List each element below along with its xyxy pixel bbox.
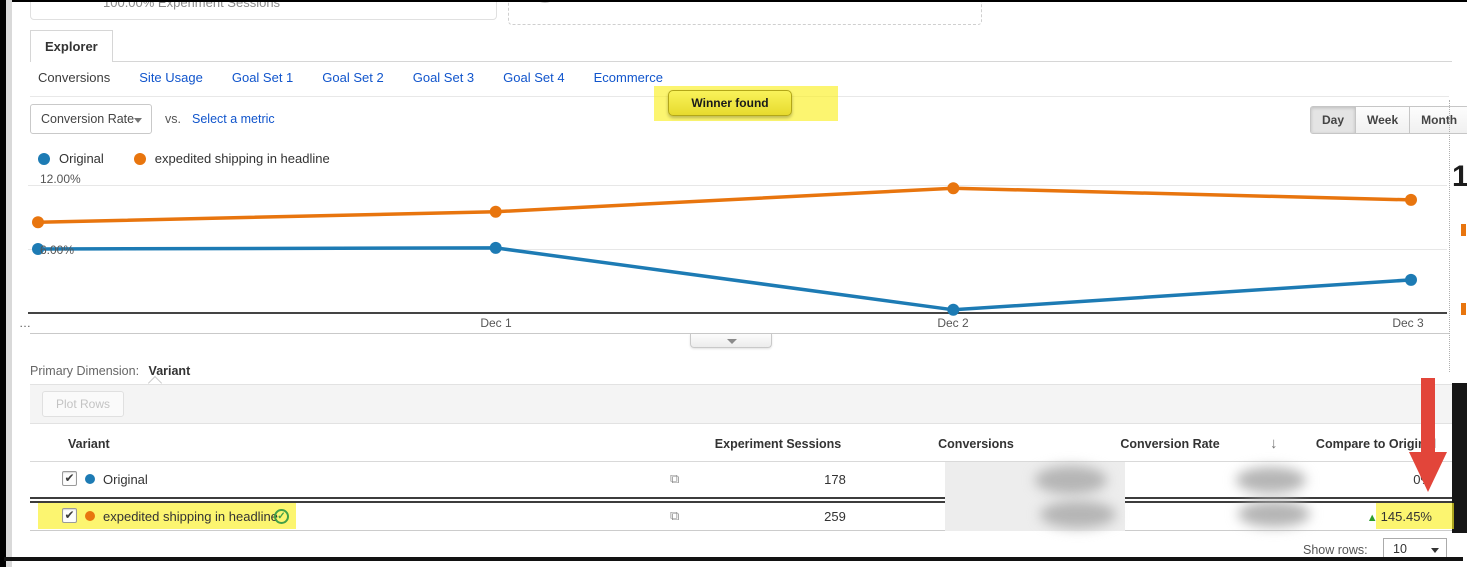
tab-explorer[interactable]: Explorer [30, 30, 113, 62]
redacted-value [1040, 501, 1116, 528]
week-button[interactable]: Week [1355, 107, 1410, 133]
x-tick-dec2: Dec 2 [937, 316, 969, 330]
metric-select-value: Conversion Rate [41, 112, 135, 126]
winner-check-icon: ✓ [274, 509, 289, 524]
col-header-compare[interactable]: Compare to Original [1315, 437, 1437, 451]
cropped-content-fragment [1461, 224, 1466, 236]
sessions-value-variant: 259 [824, 509, 846, 524]
legend-label-original: Original [59, 151, 104, 166]
capture-edge-right [1452, 383, 1467, 533]
experiment-sessions-text: 100.00% Experiment Sessions [103, 0, 281, 10]
open-in-report-icon[interactable]: ⧉ [670, 471, 680, 486]
primary-dimension-row: Primary Dimension: Variant [30, 364, 190, 378]
panel-top-border [30, 61, 1452, 62]
x-axis-line [28, 312, 1447, 314]
chart-legend: Original expedited shipping in headline [38, 151, 330, 166]
annotation-red-arrow [1421, 378, 1435, 454]
table-row-variant: ✔ expedited shipping in headline ✓ ⧉ 259… [30, 503, 1454, 531]
collapse-caret-icon [727, 339, 737, 344]
secondary-card [508, 0, 982, 25]
legend-label-variant: expedited shipping in headline [154, 151, 330, 166]
col-header-variant[interactable]: Variant [68, 437, 110, 451]
row-dot-original [85, 474, 95, 484]
subtab-site-usage[interactable]: Site Usage [139, 70, 203, 85]
row-checkbox[interactable]: ✔ [62, 508, 77, 523]
redacted-value [1236, 467, 1306, 493]
primary-dimension-variant[interactable]: Variant [148, 364, 191, 378]
select-caret-icon [1431, 548, 1439, 553]
chevron-down-icon [134, 118, 142, 123]
col-header-rate[interactable]: Conversion Rate [1120, 437, 1220, 451]
subtab-ecommerce[interactable]: Ecommerce [593, 70, 663, 85]
granularity-toggle: Day Week Month [1310, 106, 1467, 134]
col-header-conversions[interactable]: Conversions [938, 437, 1014, 451]
x-tick-0: … [19, 316, 31, 330]
capture-edge-top [0, 0, 1467, 2]
table-header: Variant Experiment Sessions Conversions … [30, 424, 1452, 462]
sessions-value-original: 178 [824, 472, 846, 487]
chart-bottom-divider [30, 333, 1449, 334]
primary-dimension-label: Primary Dimension: [30, 364, 140, 378]
subtab-goal-set-1[interactable]: Goal Set 1 [231, 70, 294, 85]
table-toolbar [30, 384, 1452, 424]
subtab-goal-set-4[interactable]: Goal Set 4 [503, 70, 565, 85]
chart-collapse-handle[interactable] [690, 334, 772, 348]
cropped-content-fragment [1461, 303, 1466, 315]
metric-select[interactable]: Conversion Rate [30, 104, 152, 134]
show-rows-label: Show rows: [1303, 543, 1368, 557]
row-checkbox[interactable]: ✔ [62, 471, 77, 486]
subtab-goal-set-2[interactable]: Goal Set 2 [322, 70, 384, 85]
legend-dot-original [38, 152, 50, 165]
show-rows-value: 10 [1393, 542, 1407, 556]
capture-edge-left-gray [6, 0, 12, 567]
capture-edge-bottom [4, 557, 1463, 561]
row-dot-variant [85, 511, 95, 521]
sort-descending-icon[interactable]: ↓ [1270, 435, 1278, 452]
gridline-12pct [28, 185, 1447, 186]
subtab-goal-set-3[interactable]: Goal Set 3 [412, 70, 475, 85]
day-button[interactable]: Day [1311, 107, 1356, 133]
col-header-sessions[interactable]: Experiment Sessions [714, 437, 842, 451]
row-label-variant: expedited shipping in headline [103, 509, 278, 524]
annotation-highlight-variant [38, 503, 296, 529]
row-label-original: Original [103, 472, 148, 487]
legend-item-variant: expedited shipping in headline [133, 151, 330, 166]
legend-dot-variant [133, 152, 146, 165]
x-tick-dec1: Dec 1 [480, 316, 512, 330]
vs-label: vs. [165, 112, 181, 126]
cropped-number-fragment: 1 [1452, 160, 1467, 193]
plot-rows-button[interactable]: Plot Rows [42, 391, 125, 417]
open-in-report-icon[interactable]: ⧉ [670, 508, 680, 523]
increase-arrow-icon: ▲ [1366, 512, 1378, 524]
legend-item-original: Original [38, 151, 104, 166]
capture-selection-line [1449, 100, 1450, 372]
capture-edge-left [0, 0, 6, 567]
experiment-sessions-card: 100.00% Experiment Sessions [30, 0, 497, 20]
table-row-original: ✔ Original ⧉ 178 0% [30, 462, 1452, 497]
y-tick-12: 12.00% [40, 172, 81, 186]
select-a-metric-link[interactable]: Select a metric [192, 112, 275, 126]
subtab-conversions[interactable]: Conversions [38, 70, 111, 85]
month-button[interactable]: Month [1409, 107, 1467, 133]
baseline-separator [30, 497, 1452, 503]
report-subtabs: Conversions Site Usage Goal Set 1 Goal S… [38, 70, 663, 85]
compare-value-variant: ▲ 145.45% [1366, 509, 1432, 524]
redacted-value [1035, 466, 1107, 494]
annotation-highlight-compare [1376, 503, 1454, 529]
winner-found-badge: Winner found [668, 90, 792, 116]
annotation-red-arrow-head [1409, 452, 1447, 492]
y-tick-6: 6.00% [40, 243, 75, 257]
redacted-value [1238, 501, 1310, 527]
gridline-6pct [28, 249, 1447, 250]
x-tick-dec3: Dec 3 [1392, 316, 1424, 330]
